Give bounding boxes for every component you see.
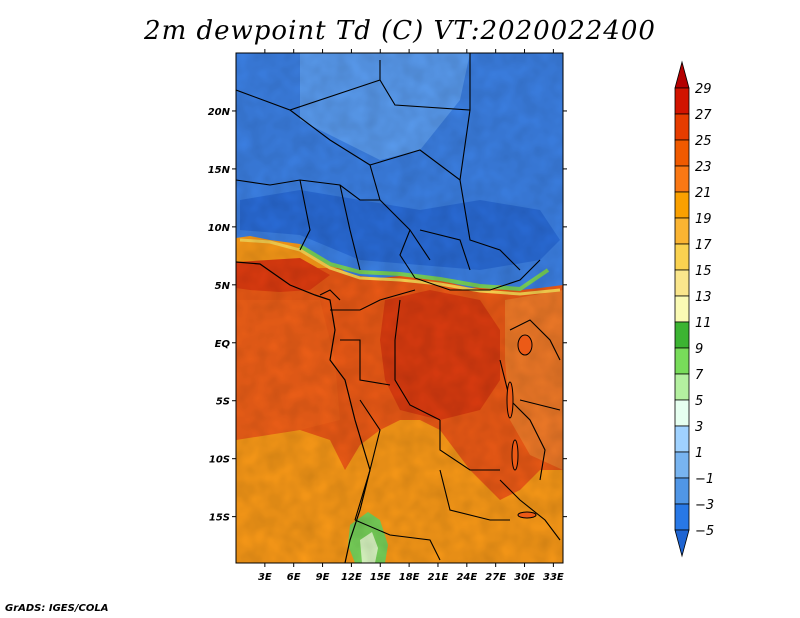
colorbar-label: 25	[695, 134, 712, 149]
colorbar-bin	[674, 503, 690, 531]
colorbar-label: 15	[695, 264, 712, 279]
colorbar-bin	[674, 373, 690, 401]
colorbar-label: 17	[695, 238, 712, 253]
lat-tick-label: 20N	[208, 107, 231, 118]
lon-tick-label: 33E	[543, 572, 564, 583]
colorbar-label: 13	[695, 290, 712, 305]
map-frame	[235, 52, 564, 564]
lon-tick-label: 3E	[258, 572, 272, 583]
colorbar-label: 1	[695, 446, 703, 461]
colorbar-bin	[674, 60, 690, 89]
colorbar-label: 5	[695, 394, 703, 409]
axis-ticks: 3E 6E 9E 12E 15E 18E 21E 24E 27E 30E 33E 20N 15N 10N 5…	[208, 49, 567, 583]
lon-tick-label: 21E	[428, 572, 449, 583]
colorbar-label: −5	[695, 524, 714, 539]
colorbar-bin	[674, 191, 690, 219]
colorbar-label: 27	[695, 108, 712, 123]
page-title: 2m dewpoint Td (C) VT:2020022400	[144, 16, 656, 46]
lat-tick-label: 10S	[209, 455, 230, 466]
colorbar-bin	[674, 321, 690, 349]
lat-tick-label: EQ	[215, 339, 231, 350]
lon-tick-label: 9E	[316, 572, 330, 583]
lon-tick-label: 30E	[514, 572, 535, 583]
colorbar-label: 11	[695, 316, 712, 331]
map-plot-area	[236, 53, 563, 563]
colorbar-bin	[674, 87, 690, 115]
colorbar-bin	[674, 399, 690, 427]
lat-tick-label: 15S	[209, 513, 230, 524]
colorbar-bin	[674, 529, 690, 558]
colorbar: 29 27 25 23 21 19 17 15 13 11 9 7 5 3 1 −1 −3 −5	[674, 60, 714, 558]
colorbar-bin	[674, 347, 690, 375]
colorbar-label: 29	[695, 82, 712, 97]
coastline	[236, 261, 371, 563]
lat-tick-label: 5S	[216, 397, 230, 408]
lat-tick-label: 15N	[208, 165, 231, 176]
lon-tick-label: 6E	[287, 572, 301, 583]
lat-tick-label: 5N	[215, 281, 231, 292]
colorbar-bin	[674, 165, 690, 193]
colorbar-label: 9	[695, 342, 703, 357]
lon-tick-label: 12E	[341, 572, 362, 583]
lat-tick-label: 10N	[208, 223, 231, 234]
credit-label: GrADS: IGES/COLA	[5, 603, 109, 614]
great-lakes	[506, 334, 537, 519]
colorbar-label: 23	[695, 160, 712, 175]
colorbar-bin	[674, 425, 690, 453]
colorbar-bin	[674, 451, 690, 479]
colorbar-bin	[674, 295, 690, 323]
colorbar-label: 19	[695, 212, 712, 227]
lon-tick-label: 15E	[370, 572, 391, 583]
lon-tick-label: 18E	[399, 572, 420, 583]
country-borders	[236, 53, 561, 561]
colorbar-bin	[674, 113, 690, 141]
colorbar-label: −3	[695, 498, 714, 513]
lon-tick-label: 27E	[485, 572, 506, 583]
colorbar-bin	[674, 217, 690, 245]
colorbar-bin	[674, 269, 690, 297]
colorbar-label: 7	[695, 368, 704, 383]
lon-tick-label: 24E	[456, 572, 477, 583]
colorbar-bin	[674, 139, 690, 167]
colorbar-label: 3	[695, 420, 703, 435]
colorbar-label: 21	[695, 186, 712, 201]
colorbar-bin	[674, 477, 690, 505]
colorbar-label: −1	[695, 472, 714, 487]
colorbar-bin	[674, 243, 690, 271]
